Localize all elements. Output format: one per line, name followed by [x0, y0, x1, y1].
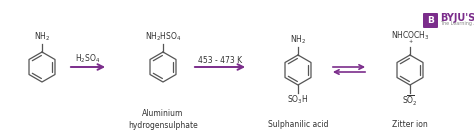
- Text: B: B: [427, 16, 434, 25]
- Text: SO$_3$H: SO$_3$H: [287, 94, 309, 107]
- Text: Sulphanilic acid: Sulphanilic acid: [268, 120, 328, 129]
- Text: Aluminium
hydrogensulphate: Aluminium hydrogensulphate: [128, 109, 198, 131]
- Text: H$_2$SO$_4$: H$_2$SO$_4$: [75, 53, 101, 65]
- Text: NH$_2$: NH$_2$: [290, 33, 306, 46]
- Text: NH$_2$HSO$_4$: NH$_2$HSO$_4$: [145, 31, 182, 43]
- Text: The Learning App: The Learning App: [440, 21, 474, 26]
- Text: BYJU'S: BYJU'S: [440, 13, 474, 23]
- Text: 453 - 473 K: 453 - 473 K: [198, 56, 242, 65]
- Text: Zitter ion: Zitter ion: [392, 120, 428, 129]
- FancyBboxPatch shape: [423, 13, 438, 28]
- Text: NH$_2$: NH$_2$: [34, 31, 50, 43]
- Text: $^+$: $^+$: [407, 40, 413, 46]
- Text: S$\mathregular{\overline{O}}_2$: S$\mathregular{\overline{O}}_2$: [402, 94, 418, 108]
- Text: NHCOCH$_3$: NHCOCH$_3$: [391, 30, 429, 42]
